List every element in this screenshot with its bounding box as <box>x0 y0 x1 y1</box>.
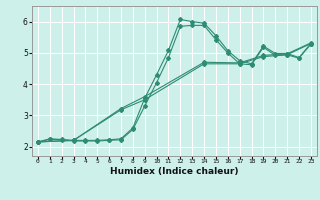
X-axis label: Humidex (Indice chaleur): Humidex (Indice chaleur) <box>110 167 239 176</box>
